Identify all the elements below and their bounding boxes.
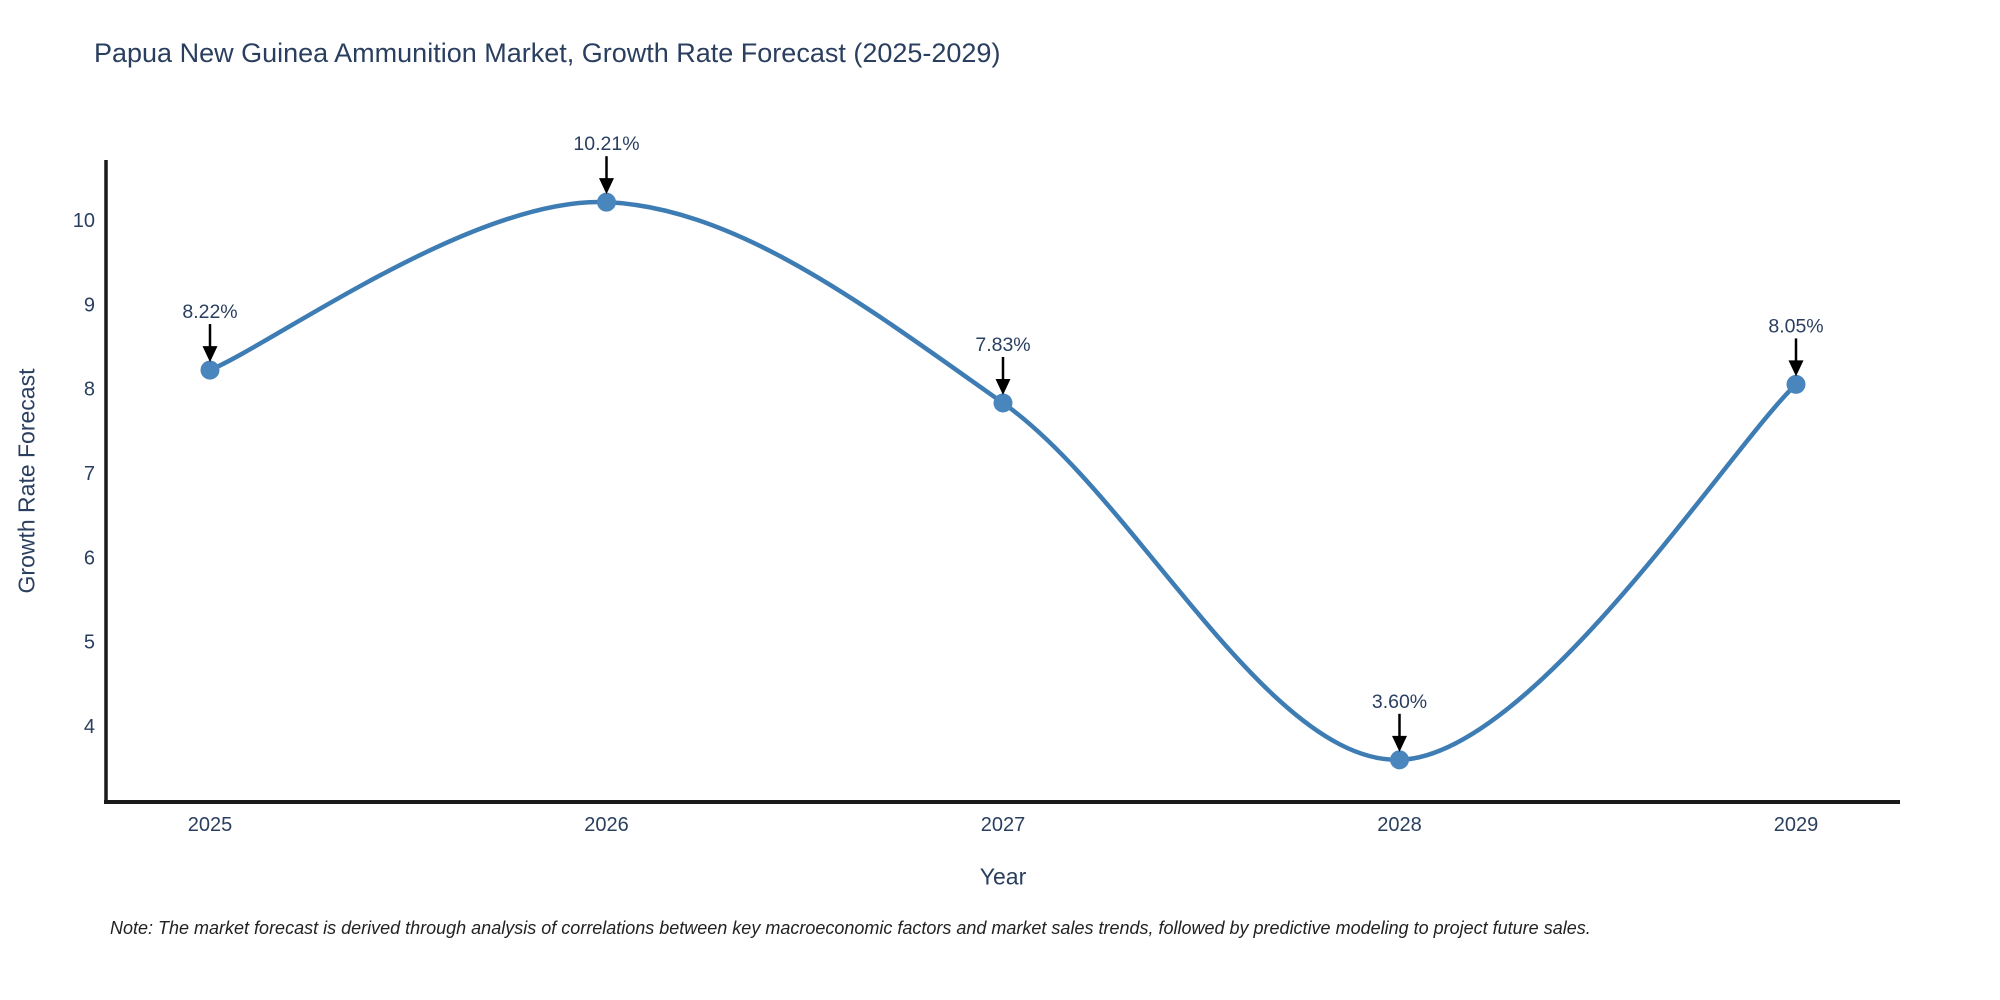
data-point-2026[interactable]	[597, 192, 616, 212]
annotation-label: 10.21%	[573, 133, 639, 155]
data-point-2028[interactable]	[1390, 750, 1409, 770]
x-tick-label: 2027	[981, 814, 1026, 836]
annotation-label: 8.05%	[1768, 315, 1823, 337]
annotation-label: 8.22%	[182, 301, 237, 323]
x-tick-label: 2028	[1377, 814, 1422, 836]
x-axis-title: Year	[979, 863, 1027, 890]
y-axis-title: Growth Rate Forecast	[13, 368, 40, 594]
annotation-arrowhead	[1392, 735, 1407, 752]
annotation-label: 7.83%	[975, 334, 1030, 356]
annotation-arrowhead	[599, 178, 614, 195]
data-point-2027[interactable]	[993, 393, 1013, 413]
x-tick-label: 2025	[188, 814, 233, 836]
annotation-label: 3.60%	[1372, 691, 1427, 713]
chart-title: Papua New Guinea Ammunition Market, Grow…	[94, 38, 1001, 68]
y-tick-label: 7	[84, 463, 95, 485]
y-tick-label: 8	[84, 379, 95, 401]
y-tick-label: 6	[84, 547, 95, 569]
y-tick-label: 9	[84, 294, 95, 316]
y-tick-label: 4	[84, 716, 95, 738]
y-tick-label: 10	[73, 210, 95, 232]
annotation-arrowhead	[202, 346, 218, 363]
forecast-line	[207, 199, 1799, 763]
x-tick-label: 2026	[584, 814, 629, 836]
data-point-2029[interactable]	[1786, 374, 1806, 394]
annotation-arrowhead	[995, 378, 1011, 395]
data-point-2025[interactable]	[200, 360, 220, 380]
annotation-arrowhead	[1788, 360, 1804, 377]
x-tick-label: 2029	[1774, 814, 1819, 836]
footnote: Note: The market forecast is derived thr…	[110, 918, 1591, 938]
y-tick-label: 5	[84, 632, 95, 654]
